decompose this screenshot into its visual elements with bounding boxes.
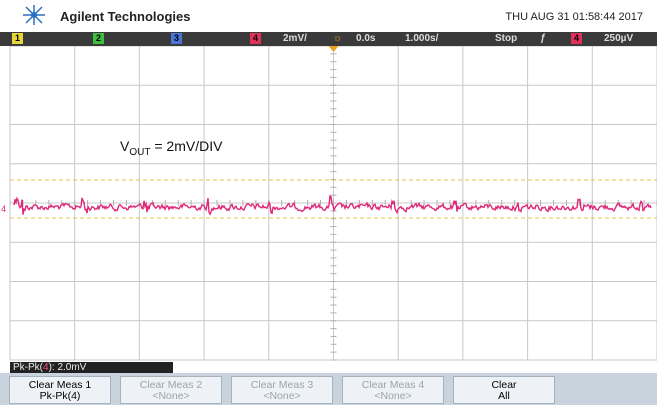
vertical-scale: 2mV/	[283, 33, 307, 44]
timebase: 1.000s/	[405, 33, 439, 44]
annotation-text: = 2mV/DIV	[150, 138, 223, 154]
trigger-edge: ƒ	[540, 33, 546, 44]
softkey-bar: Clear Meas 1 Pk-Pk(4) Clear Meas 2 <None> Cl…	[0, 373, 657, 405]
softkey-label: Clear Meas 3	[250, 379, 314, 391]
softkey-label: <None>	[263, 390, 301, 402]
softkey-label: All	[498, 390, 510, 402]
softkey-label: Clear Meas 1	[28, 379, 92, 391]
softkey[interactable]: Clear Meas 3 <None>	[231, 376, 333, 404]
softkey[interactable]: Clear Meas 4 <None>	[342, 376, 444, 404]
header: Agilent Technologies THU AUG 31 01:58:44…	[0, 0, 657, 31]
status-bar: 1 2 3 4 2mV/ ☼ 0.0s 1.000s/ Stop ƒ 4 250…	[0, 32, 657, 46]
channel-1[interactable]: 1	[12, 33, 23, 44]
run-state: Stop	[495, 33, 518, 44]
trigger-position	[328, 46, 339, 52]
trigger-level: 250µV	[604, 33, 634, 44]
softkey[interactable]: Clear Meas 1 Pk-Pk(4)	[9, 376, 111, 404]
datetime: THU AUG 31 01:58:44 2017	[505, 11, 643, 23]
softkey-label: Clear Meas 4	[361, 379, 425, 391]
softkey-label: <None>	[152, 390, 190, 402]
annotation-symbol: V	[120, 138, 130, 154]
softkey-label: Clear Meas 2	[139, 379, 203, 391]
softkey-label: Pk-Pk(4)	[39, 390, 81, 402]
channel-3[interactable]: 3	[171, 33, 182, 44]
meas-prefix: Pk-Pk(	[13, 362, 43, 373]
meas-suffix: ): 2.0mV	[48, 362, 87, 373]
measurement: Pk-Pk(4): 2.0mV	[10, 362, 173, 373]
channel-marker: 4	[1, 204, 6, 214]
delay: 0.0s	[356, 33, 376, 44]
logo	[23, 5, 45, 25]
channel-2[interactable]: 2	[93, 33, 104, 44]
annotation-subscript: OUT	[129, 146, 151, 158]
delay-icon: ☼	[333, 33, 343, 44]
softkey-label: Clear	[491, 379, 517, 391]
softkey-label: <None>	[374, 390, 412, 402]
graticule: 4	[1, 46, 657, 361]
brand: Agilent Technologies	[60, 9, 191, 24]
waveform	[13, 194, 652, 216]
softkey[interactable]: Clear All	[453, 376, 555, 404]
channel-4[interactable]: 4	[250, 33, 261, 44]
trigger-channel: 4	[571, 33, 582, 44]
meas-channel: 4	[43, 362, 49, 373]
annotation: VOUT = 2mV/DIV	[120, 138, 222, 158]
softkey[interactable]: Clear Meas 2 <None>	[120, 376, 222, 404]
